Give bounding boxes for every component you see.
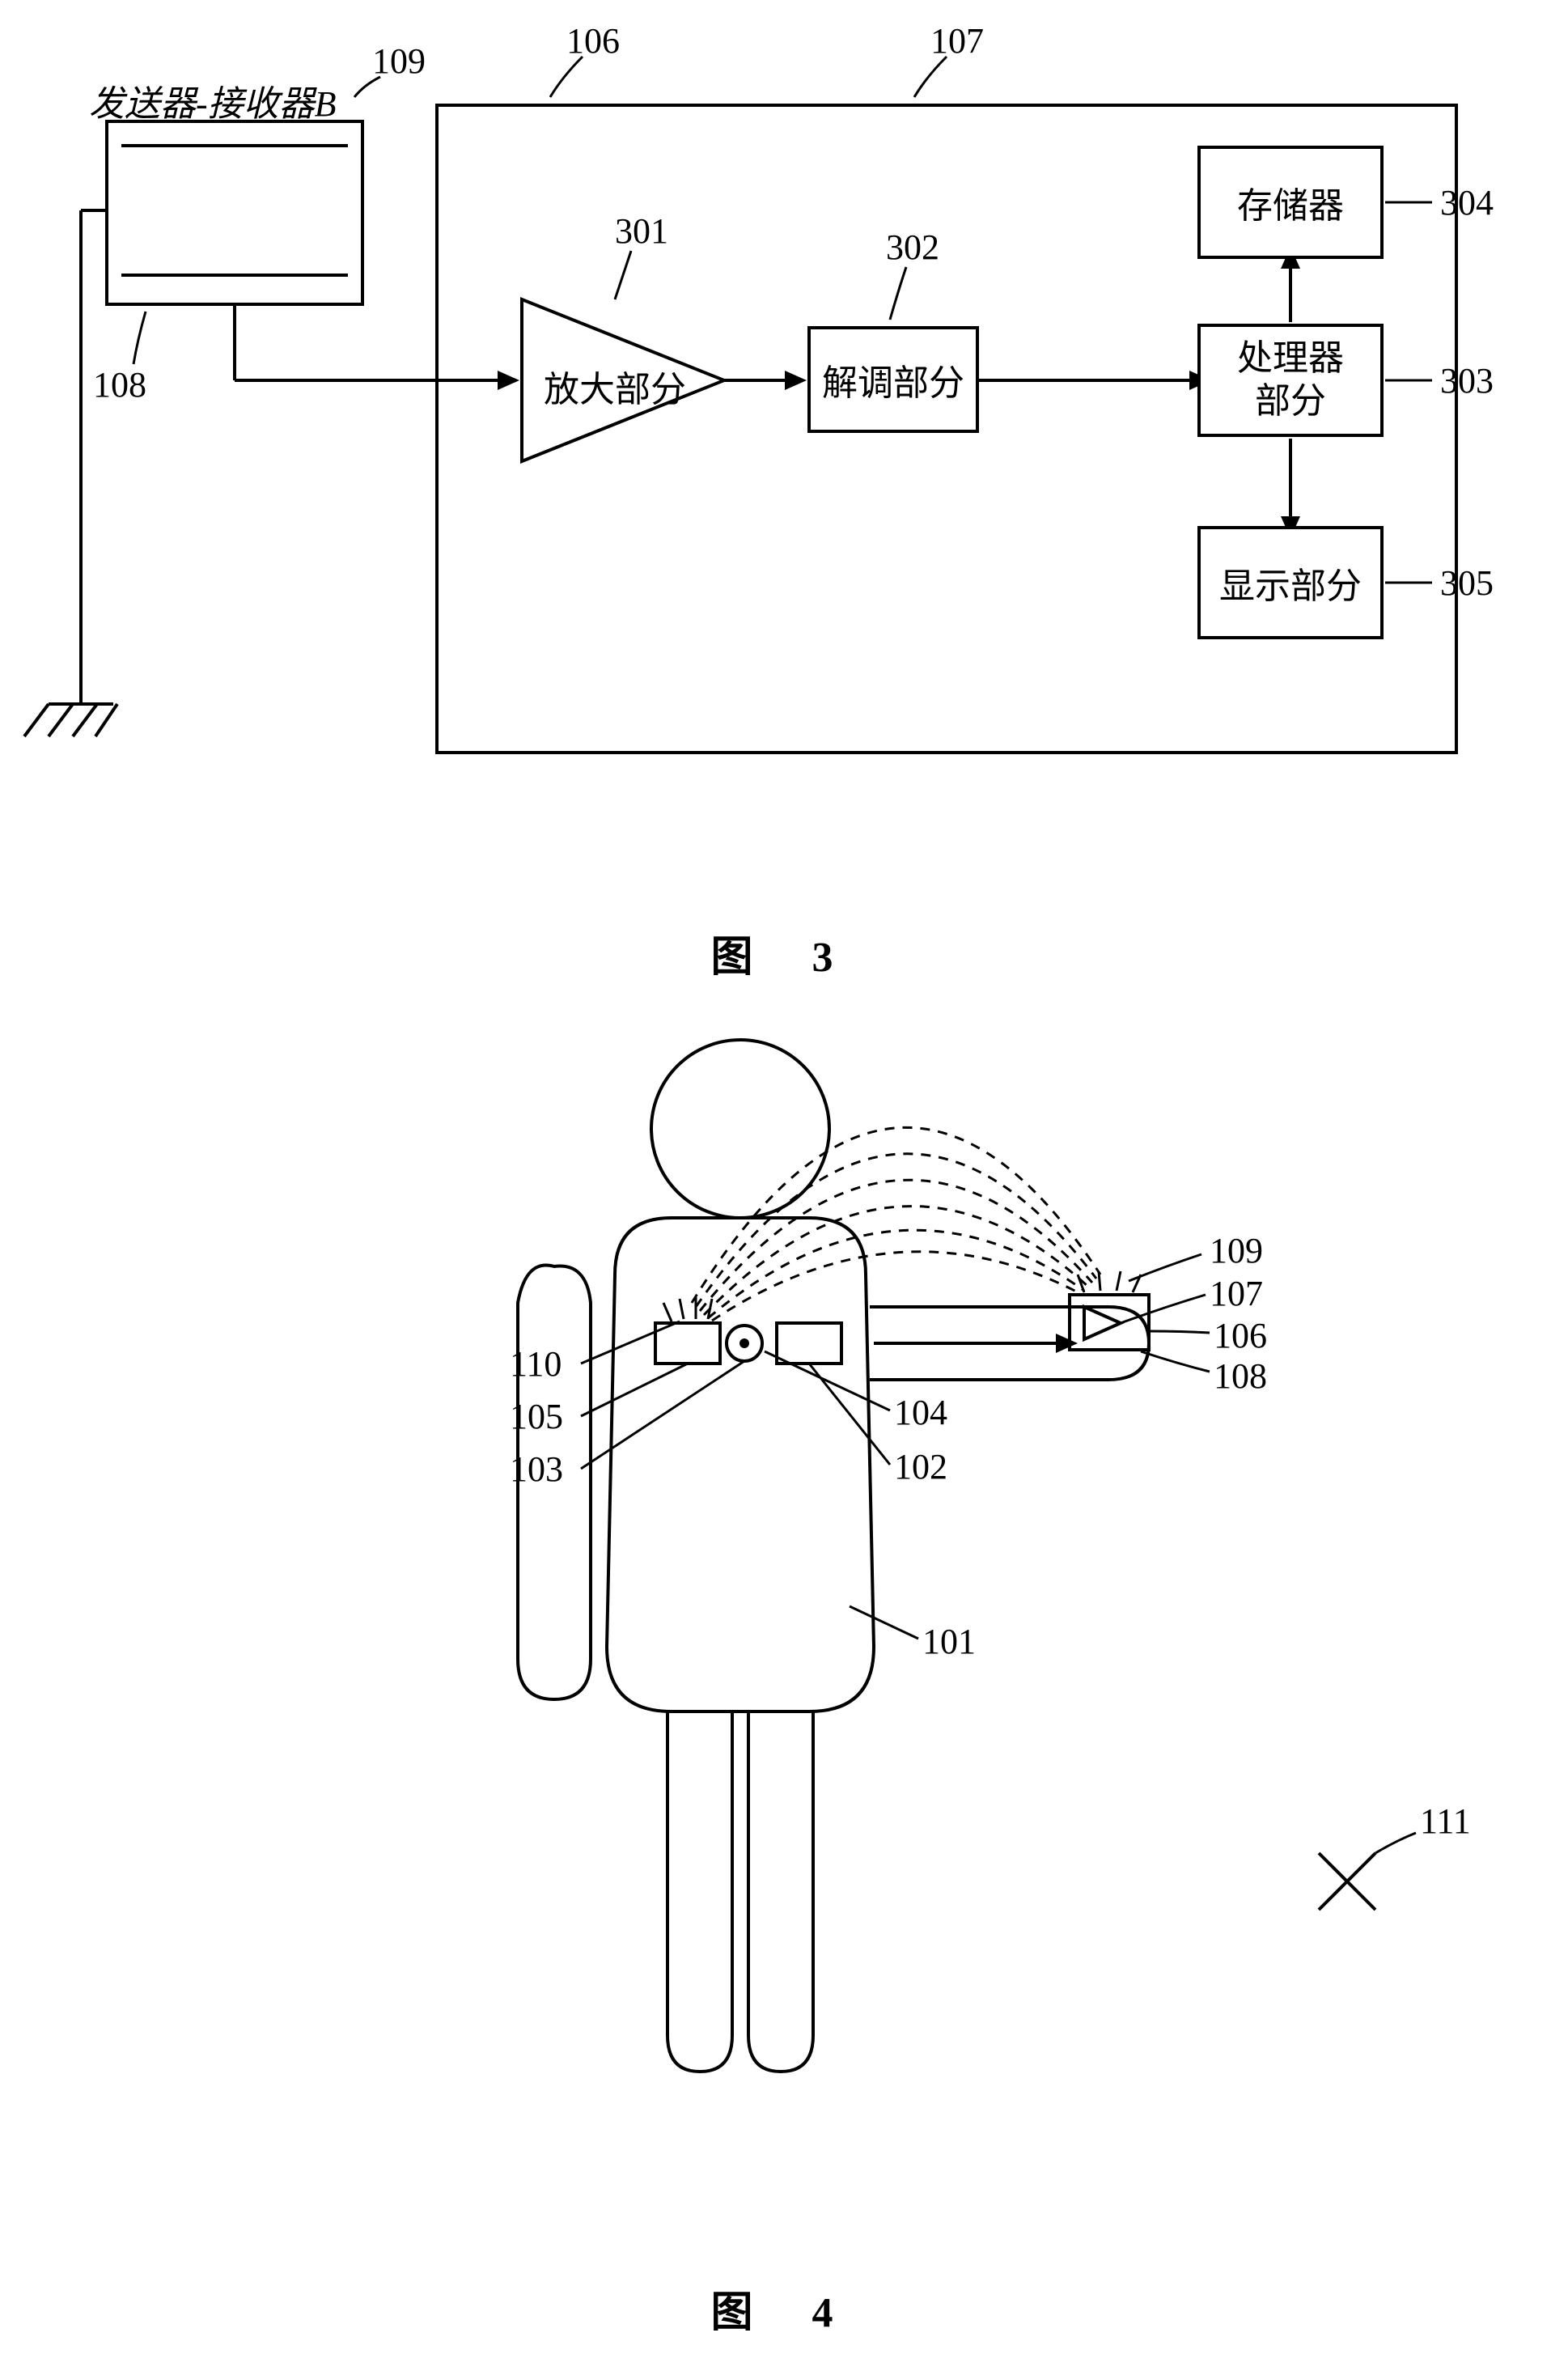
ref-107: 107 bbox=[930, 20, 984, 62]
fig4-svg bbox=[32, 983, 1505, 2197]
fig3-caption: 图 3 bbox=[32, 923, 1536, 983]
ref-108-fig4: 108 bbox=[1214, 1355, 1267, 1397]
ref-109: 109 bbox=[372, 40, 426, 82]
ref-105: 105 bbox=[510, 1396, 563, 1437]
figure-3: 放大部分 解调部分 存储器 处理器 部分 显示部分 发送器-接收器B 109 1… bbox=[32, 32, 1505, 842]
ref-102: 102 bbox=[894, 1446, 947, 1487]
ref-103: 103 bbox=[510, 1448, 563, 1490]
ref-107-fig4: 107 bbox=[1210, 1273, 1263, 1314]
ref-302: 302 bbox=[886, 227, 939, 268]
ref-109-fig4: 109 bbox=[1210, 1230, 1263, 1271]
ref-301: 301 bbox=[615, 210, 668, 252]
figure-4: 110 105 103 104 102 101 109 107 106 108 … bbox=[32, 983, 1505, 2197]
ref-304: 304 bbox=[1440, 182, 1494, 223]
demod-box: 解调部分 bbox=[807, 326, 979, 433]
display-box: 显示部分 bbox=[1197, 526, 1384, 639]
ref-108: 108 bbox=[93, 364, 146, 405]
amp-label: 放大部分 bbox=[530, 360, 700, 412]
processor-box: 处理器 部分 bbox=[1197, 324, 1384, 437]
memory-box: 存储器 bbox=[1197, 146, 1384, 259]
ref-101: 101 bbox=[922, 1621, 976, 1662]
ref-104: 104 bbox=[894, 1392, 947, 1433]
fig4-caption: 图 4 bbox=[32, 2278, 1536, 2339]
ref-111: 111 bbox=[1420, 1801, 1471, 1842]
ref-106-fig4: 106 bbox=[1214, 1315, 1267, 1356]
ref-106: 106 bbox=[566, 20, 620, 62]
ref-110: 110 bbox=[510, 1343, 562, 1385]
transceiver-label: 发送器-接收器B bbox=[89, 74, 337, 126]
ref-303: 303 bbox=[1440, 360, 1494, 401]
ref-305: 305 bbox=[1440, 562, 1494, 604]
